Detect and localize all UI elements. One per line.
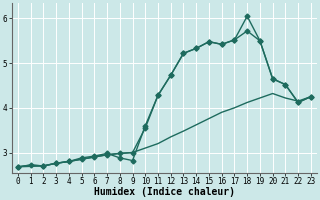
X-axis label: Humidex (Indice chaleur): Humidex (Indice chaleur) bbox=[94, 187, 235, 197]
